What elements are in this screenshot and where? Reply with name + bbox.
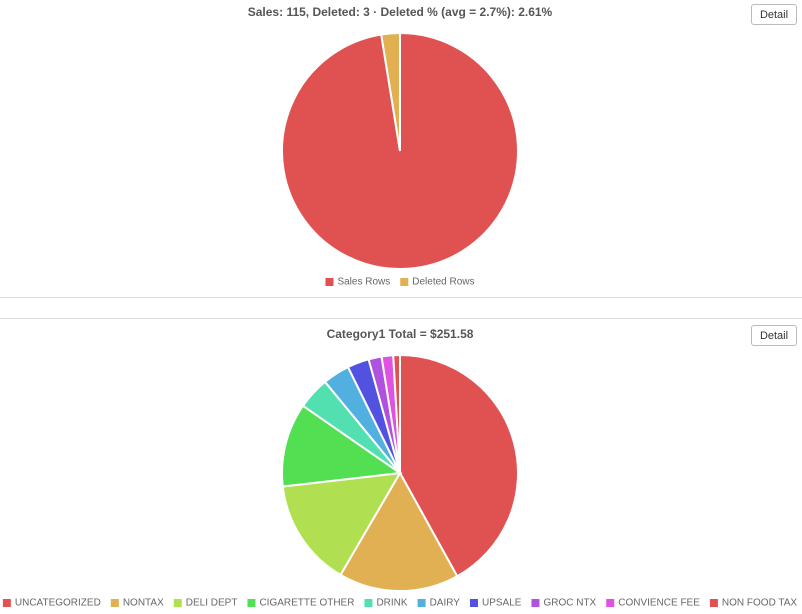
legend-swatch — [110, 599, 119, 607]
legend-swatch — [364, 599, 373, 607]
detail-button[interactable]: Detail — [751, 325, 797, 346]
legend-label: GROC NTX — [543, 598, 596, 609]
legend-swatch — [2, 599, 11, 607]
legend-swatch — [247, 599, 256, 607]
pie-slice — [380, 31, 401, 152]
legend-swatch — [325, 278, 334, 286]
pie-slice — [339, 470, 459, 592]
separator — [0, 297, 802, 298]
legend-label: UNCATEGORIZED — [15, 598, 101, 609]
legend-swatch — [531, 599, 540, 607]
separator — [0, 318, 802, 319]
legend-swatch — [173, 599, 182, 607]
pie-slice — [399, 353, 519, 578]
legend-label: NON FOOD TAX — [722, 598, 798, 609]
pie-slice — [392, 353, 401, 474]
legend-label: NONTAX — [123, 598, 164, 609]
legend-label: Deleted Rows — [412, 277, 474, 288]
pie-slice — [281, 404, 403, 488]
legend-label: Sales Rows — [337, 277, 390, 288]
legend-label: UPSALE — [482, 598, 522, 609]
pie-slice — [281, 471, 402, 577]
legend-swatch — [709, 599, 718, 607]
legend-label: DAIRY — [430, 598, 461, 609]
legend-label: DRINK — [376, 598, 407, 609]
legend-label: CIGARETTE OTHER — [259, 598, 354, 609]
legend-swatch — [417, 599, 426, 607]
chart-title: Category1 Total = $251.58 — [327, 327, 474, 341]
legend: Sales Rows Deleted Rows — [325, 277, 475, 288]
legend-label: DELI DEPT — [186, 598, 238, 609]
legend: UNCATEGORIZED NONTAX DELI DEPT CIGARETTE OT… — [2, 598, 798, 609]
detail-button[interactable]: Detail — [751, 4, 797, 25]
legend-label: CONVIENCE FEE — [618, 598, 700, 609]
legend-swatch — [469, 599, 478, 607]
legend-swatch — [400, 278, 409, 286]
legend-swatch — [606, 599, 615, 607]
chart-title: Sales: 115, Deleted: 3 · Deleted % (avg … — [248, 5, 553, 19]
